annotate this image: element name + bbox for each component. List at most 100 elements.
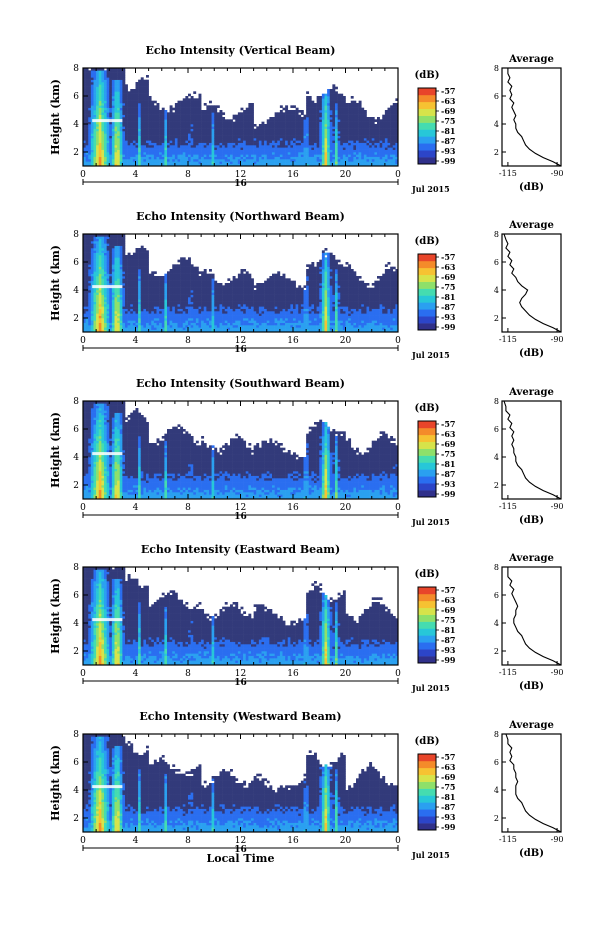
heatmap-cell [83,114,86,118]
heatmap-cell [143,257,147,260]
heatmap-cell [119,245,123,249]
heatmap-cell [143,294,147,298]
heatmap-cell [146,283,149,286]
heatmap-cell [392,110,396,113]
heatmap-cell [125,131,128,134]
heatmap-cell [224,147,228,150]
heatmap-cell [119,238,123,242]
heatmap-cell [177,133,181,136]
heatmap-cell [111,299,115,302]
heatmap-cell [161,124,165,127]
heatmap-cell [321,96,325,99]
heatmap-cell [119,147,123,150]
heatmap-cell [98,280,102,284]
heatmap-cell [104,110,107,113]
heatmap-cell [230,124,233,127]
heatmap-cell [272,140,275,143]
heatmap-cell [117,159,121,162]
heatmap-cell [188,327,191,330]
heatmap-cell [140,273,144,277]
heatmap-cell [243,161,247,164]
heatmap-cell [177,308,181,312]
heatmap-cell [146,119,149,122]
heatmap-cell [224,119,228,122]
heatmap-cell [88,112,92,115]
heatmap-cell [369,119,373,122]
heatmap-cell [85,292,89,295]
heatmap-cell [327,156,331,160]
heatmap-cell [193,107,197,111]
heatmap-cell [293,131,296,134]
heatmap-cell [251,145,254,148]
heatmap-cell [122,252,126,256]
heatmap-cell [264,126,268,129]
heatmap-cell [83,278,86,281]
heatmap-cell [251,161,254,164]
heatmap-cell [172,327,176,330]
heatmap-cell [269,131,273,134]
heatmap-cell [169,304,173,307]
heatmap-cell [253,145,257,148]
heatmap-cell [164,329,168,333]
heatmap-cell [96,269,100,272]
heatmap-cell [96,79,100,83]
heatmap-cell [222,154,226,157]
heatmap-cell [127,138,131,141]
heatmap-cell [93,315,97,319]
heatmap-cell [193,308,197,312]
heatmap-cell [201,126,205,129]
heatmap-cell [161,114,165,118]
heatmap-cell [230,159,233,162]
heatmap-cell [106,278,110,281]
heatmap-cell [392,121,396,125]
heatmap-cell [172,280,176,284]
heatmap-cell [387,135,391,139]
heatmap-cell [206,119,210,122]
heatmap-cell [358,154,362,157]
heatmap-cell [106,138,110,141]
heatmap-cell [382,154,386,157]
heatmap-cell [290,135,294,139]
heatmap-cell [188,266,191,270]
heatmap-cell [366,126,370,129]
heatmap-cell [83,287,86,291]
heatmap-cell [93,105,97,108]
heatmap-cell [371,126,375,129]
heatmap-cell [374,133,378,136]
heatmap-cell [83,72,86,76]
heatmap-cell [138,93,142,97]
heatmap-cell [90,145,94,148]
heatmap-cell [195,154,199,157]
heatmap-cell [253,131,257,134]
heatmap-cell [132,273,136,277]
heatmap-cell [358,145,362,148]
heatmap-cell [143,318,147,321]
heatmap-cell [303,131,307,134]
heatmap-cell [83,135,86,139]
heatmap-cell [350,149,354,153]
heatmap-cell [282,152,286,155]
heatmap [83,234,399,333]
heatmap-cell [193,149,197,153]
heatmap-cell [127,308,131,312]
heatmap-cell [300,128,304,132]
heatmap-cell [319,107,323,111]
heatmap-cell [366,145,370,148]
heatmap-cell [106,269,110,272]
heatmap-cell [132,100,136,104]
heatmap-cell [203,138,207,141]
heatmap-cell [106,238,110,242]
heatmap-cell [384,126,388,129]
heatmap-cell [104,320,107,323]
heatmap-cell [119,325,123,328]
heatmap-cell [151,128,155,132]
heatmap-cell [90,273,94,277]
heatmap-cell [122,278,126,281]
heatmap-cell [111,301,115,305]
heatmap-cell [387,159,391,162]
heatmap-cell [111,236,115,239]
heatmap-cell [248,128,252,132]
heatmap-cell [266,135,270,139]
heatmap-cell [266,159,270,162]
heatmap-cell [306,135,310,139]
